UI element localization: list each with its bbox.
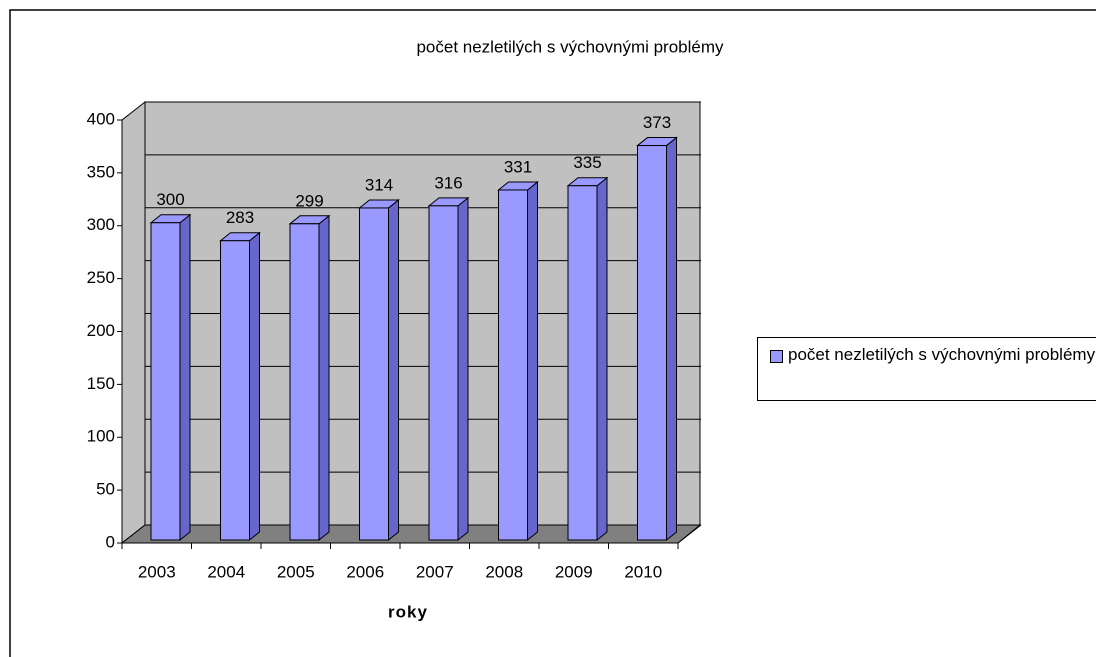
bar-side — [179, 213, 191, 542]
y-tick-label: 150 — [87, 374, 115, 393]
x-tick-label: 2003 — [138, 562, 176, 581]
x-tick-label: 2007 — [416, 562, 454, 581]
bar-front — [220, 240, 250, 541]
bar-front — [637, 145, 667, 541]
bar-front — [567, 185, 598, 541]
y-tick-label: 100 — [87, 427, 115, 446]
bar-side — [318, 214, 330, 542]
bar-front — [150, 222, 181, 541]
bar-side — [388, 198, 399, 542]
bar-front — [289, 223, 320, 541]
value-label: 373 — [643, 113, 671, 132]
y-tick-label: 50 — [96, 480, 115, 499]
bar — [149, 213, 192, 542]
x-axis-label: roky — [388, 602, 428, 621]
bar — [636, 136, 678, 542]
y-tick-label: 400 — [87, 109, 115, 128]
y-tick-label: 300 — [87, 215, 115, 234]
bar — [358, 198, 400, 542]
value-label: 314 — [365, 175, 393, 194]
legend-label: počet nezletilých s výchovnými problémy — [788, 345, 1096, 364]
bar-front — [359, 207, 389, 541]
bar-side — [666, 136, 677, 542]
legend: počet nezletilých s výchovnými problémy — [757, 337, 1096, 401]
y-tick-label: 350 — [87, 162, 115, 181]
bar — [566, 176, 609, 542]
x-tick-label: 2009 — [555, 562, 593, 581]
bar — [288, 214, 331, 542]
value-label: 335 — [573, 153, 601, 172]
legend-swatch — [770, 350, 783, 363]
value-label: 316 — [434, 173, 462, 192]
x-tick-label: 2006 — [346, 562, 384, 581]
y-tick-label: 0 — [106, 532, 115, 551]
floor — [120, 524, 702, 544]
y-tick-label: 250 — [87, 268, 115, 287]
bar — [497, 180, 539, 542]
bar-side — [249, 231, 260, 542]
bar-front — [498, 189, 528, 541]
bar-front — [428, 205, 459, 541]
x-tick-label: 2010 — [624, 562, 662, 581]
value-label: 299 — [295, 191, 323, 210]
bar — [219, 231, 261, 542]
bar-side — [527, 180, 538, 542]
y-tick-label: 200 — [87, 321, 115, 340]
bar-side — [457, 196, 469, 542]
value-label: 283 — [226, 208, 254, 227]
x-tick-label: 2008 — [485, 562, 523, 581]
side-wall — [121, 100, 146, 545]
value-label: 300 — [156, 190, 184, 209]
value-label: 331 — [504, 157, 532, 176]
x-axis-depth — [677, 524, 702, 544]
bar-side — [596, 176, 608, 542]
chart-title: počet nezletilých s výchovnými problémy — [416, 37, 724, 56]
bar — [427, 196, 470, 542]
walls — [121, 100, 701, 545]
x-tick-label: 2004 — [207, 562, 245, 581]
x-tick-label: 2005 — [277, 562, 315, 581]
